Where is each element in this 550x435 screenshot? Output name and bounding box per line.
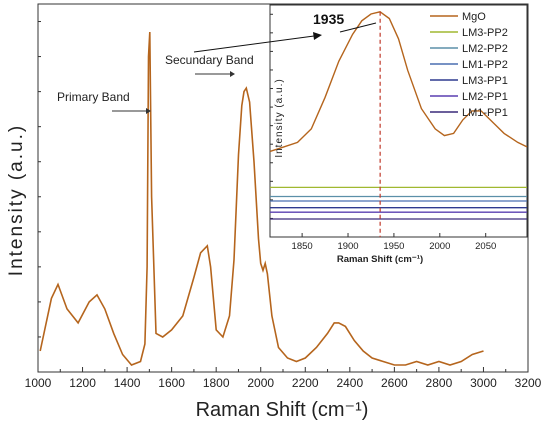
main-y-ticks <box>38 21 41 338</box>
legend-label: LM1-PP1 <box>462 107 508 119</box>
legend-label: LM2-PP1 <box>462 91 508 103</box>
inset-connector-arrowhead <box>313 32 322 40</box>
main-x-axis-label: Raman Shift (cm⁻¹) <box>196 399 369 421</box>
main-x-tick-label: 2800 <box>426 376 453 390</box>
secundary-band-label: Secundary Band <box>165 53 254 67</box>
primary-band-annotation: Primary Band <box>57 90 151 114</box>
legend-item: MgO <box>430 11 486 23</box>
legend-item: LM3-PP1 <box>430 75 508 87</box>
main-x-ticks: 1000 1200 1400 1600 1800 2000 2200 2400 2600 2800… <box>25 367 542 390</box>
inset-x-tick-label: 1850 <box>292 241 313 252</box>
legend-item: LM3-PP2 <box>430 27 508 39</box>
main-x-tick-label: 2200 <box>292 376 319 390</box>
legend-item: LM1-PP2 <box>430 59 508 71</box>
main-x-tick-label: 1200 <box>69 376 96 390</box>
legend-label: LM2-PP2 <box>462 43 508 55</box>
legend-item: LM2-PP2 <box>430 43 508 55</box>
legend-label: LM3-PP2 <box>462 27 508 39</box>
inset-series-line <box>269 11 528 153</box>
secundary-band-annotation: Secundary Band <box>165 53 254 77</box>
legend-label: LM1-PP2 <box>462 59 508 71</box>
inset-y-axis-label: Intensity (a.u.) <box>274 78 285 157</box>
inset-x-tick-label: 1900 <box>337 241 358 252</box>
inset-x-axis-label: Raman Shift (cm⁻¹) <box>337 254 423 265</box>
legend-item: LM2-PP1 <box>430 91 508 103</box>
secundary-band-arrowhead <box>230 71 235 77</box>
inset-x-ticks: 1850 1900 1950 2000 2050 <box>292 233 496 252</box>
peak-value-label: 1935 <box>313 11 344 27</box>
main-x-tick-label: 1800 <box>203 376 230 390</box>
inset-legend: MgO LM3-PP2 LM2-PP2 LM1-PP2 LM3-PP1 LM2-PP1 LM… <box>430 11 508 119</box>
main-x-tick-label: 1400 <box>114 376 141 390</box>
peak-pointer-line <box>339 22 377 33</box>
inset-x-tick-label: 1950 <box>383 241 404 252</box>
inset-connector-arrow <box>193 35 315 53</box>
main-x-tick-label: 2600 <box>381 376 408 390</box>
main-x-tick-label: 1600 <box>158 376 185 390</box>
primary-band-label: Primary Band <box>57 90 130 104</box>
main-x-tick-label: 3000 <box>470 376 497 390</box>
inset-series-lines <box>269 11 528 220</box>
main-x-tick-label: 2000 <box>247 376 274 390</box>
main-x-tick-label: 1000 <box>25 376 52 390</box>
main-y-axis-label: Intensity (a.u.) <box>6 124 27 276</box>
inset-plot-frame <box>269 4 528 238</box>
main-x-tick-label: 2400 <box>336 376 363 390</box>
legend-label: MgO <box>462 11 486 23</box>
legend-label: LM3-PP1 <box>462 75 508 87</box>
main-spectrum-line <box>39 31 484 366</box>
inset-x-tick-label: 2000 <box>429 241 450 252</box>
inset-x-tick-label: 2050 <box>475 241 496 252</box>
legend-item: LM1-PP1 <box>430 107 508 119</box>
primary-band-arrowhead <box>146 108 151 114</box>
main-x-tick-label: 3200 <box>515 376 542 390</box>
